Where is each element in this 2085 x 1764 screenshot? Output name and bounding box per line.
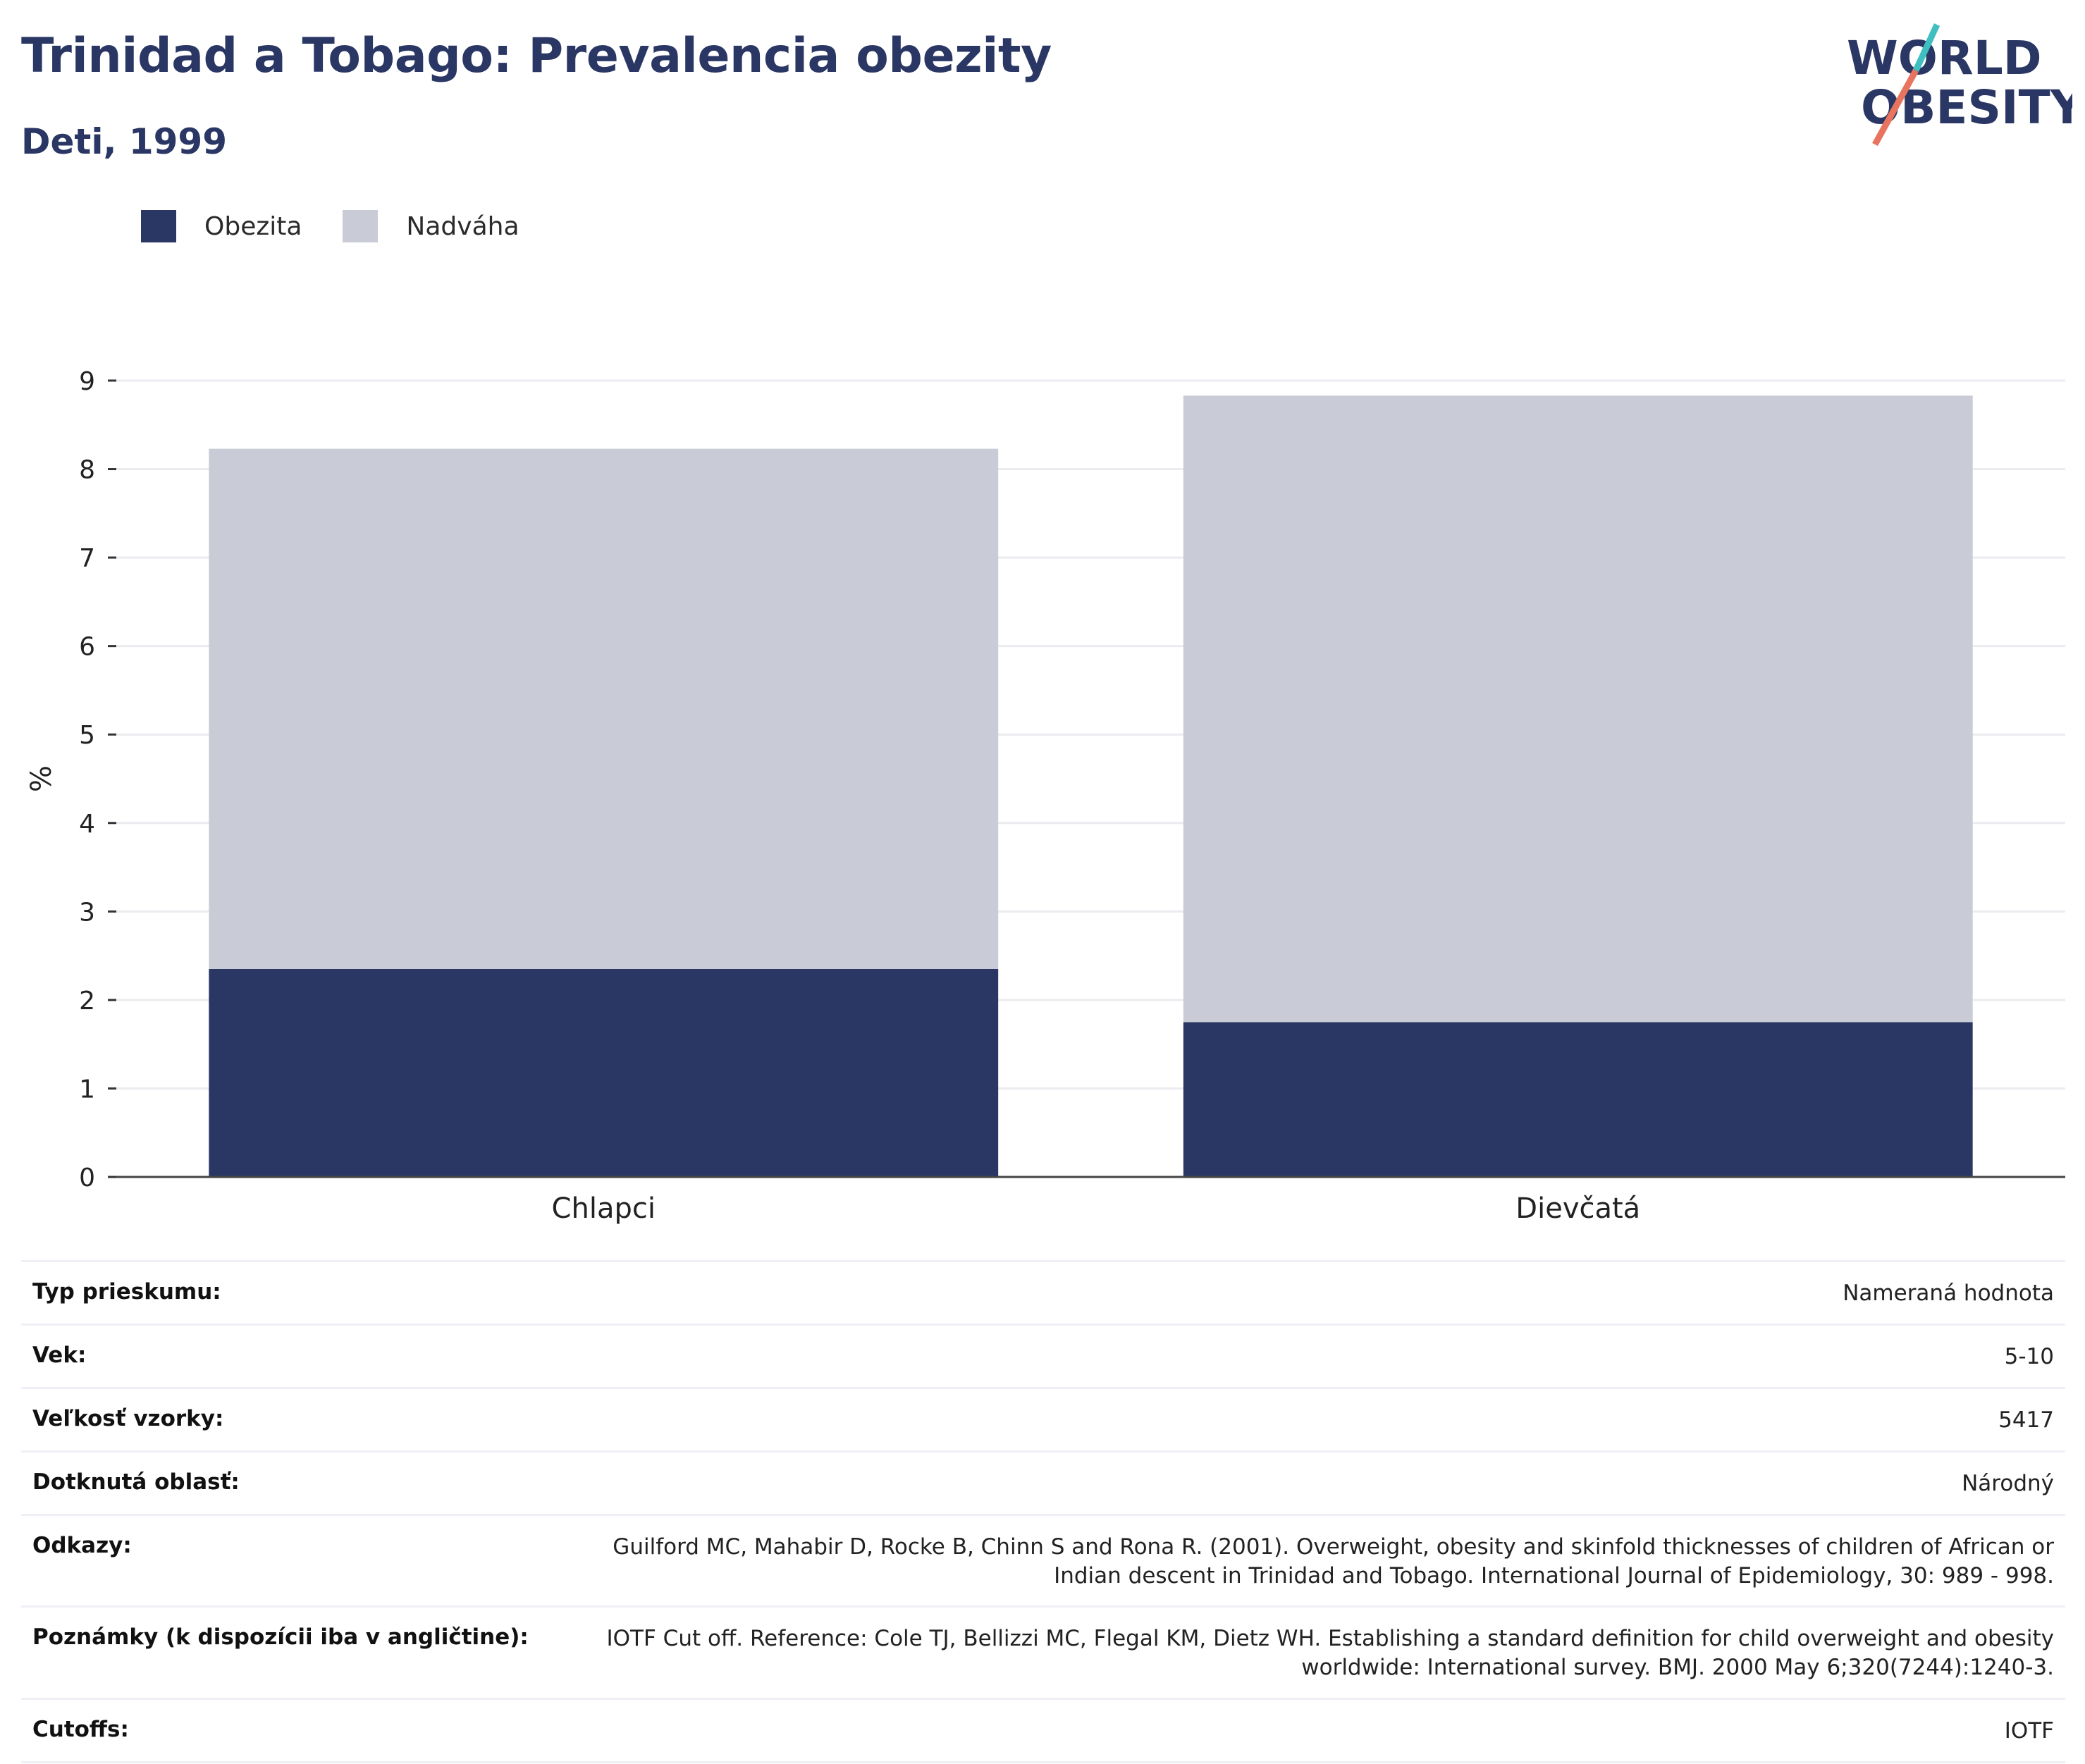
meta-label: Odkazy: xyxy=(32,1532,132,1558)
meta-value: IOTF Cut off. Reference: Cole TJ, Belliz… xyxy=(606,1626,2054,1681)
bar-overweight-1 xyxy=(1183,395,1973,1023)
legend-item-overweight[interactable]: Nadváha xyxy=(343,210,519,242)
meta-row: Typ prieskumu: Nameraná hodnota xyxy=(21,1260,2065,1324)
y-tick-label: 5 xyxy=(79,721,95,750)
legend-item-obesity[interactable]: Obezita xyxy=(141,210,302,242)
meta-row: Dotknutá oblasť: Národný xyxy=(21,1450,2065,1514)
meta-label: Typ prieskumu: xyxy=(32,1279,221,1305)
meta-label: Veľkosť vzorky: xyxy=(32,1405,224,1431)
meta-value: 5-10 xyxy=(2004,1343,2054,1369)
survey-details-table: Typ prieskumu: Nameraná hodnota Vek: 5-10 Ve… xyxy=(21,1260,2065,1764)
chart-title: Trinidad a Tobago: Prevalencia obezity xyxy=(21,28,1052,84)
bar-obesity-1 xyxy=(1183,1022,1973,1177)
y-tick-label: 6 xyxy=(79,633,95,662)
meta-value: Národný xyxy=(1962,1470,2054,1496)
chart-legend: Obezita Nadváha xyxy=(141,210,560,242)
y-tick-label: 8 xyxy=(79,456,95,485)
meta-row: Veľkosť vzorky: 5417 xyxy=(21,1386,2065,1450)
y-tick-label: 7 xyxy=(79,544,95,573)
x-tick-label: Dievčatá xyxy=(1515,1192,1640,1225)
meta-row: Vek: 5-10 xyxy=(21,1323,2065,1387)
meta-row: Cutoffs: IOTF xyxy=(21,1698,2065,1764)
y-tick-label: 3 xyxy=(79,898,95,927)
meta-value: Nameraná hodnota xyxy=(1843,1281,2054,1306)
meta-value: 5417 xyxy=(1998,1407,2054,1433)
logo-word-1: WORLD xyxy=(1847,31,2042,85)
meta-label: Poznámky (k dispozícii iba v angličtine)… xyxy=(32,1624,529,1651)
meta-label: Dotknutá oblasť: xyxy=(32,1469,240,1495)
meta-row: Poznámky (k dispozícii iba v angličtine)… xyxy=(21,1605,2065,1698)
meta-row: Odkazy: Guilford MC, Mahabir D, Rocke B, … xyxy=(21,1513,2065,1606)
x-tick-label: Chlapci xyxy=(552,1192,656,1225)
y-tick-label: 9 xyxy=(79,367,95,396)
meta-label: Vek: xyxy=(32,1342,87,1368)
y-tick-label: 2 xyxy=(79,987,95,1016)
logo-slash-coral xyxy=(1872,68,1919,147)
bar-chart: 0 1 2 3 4 5 6 7 8 9% Chlapci Dievčatá xyxy=(25,367,2065,1225)
chart-subtitle: Deti, 1999 xyxy=(21,121,228,162)
meta-label: Cutoffs: xyxy=(32,1717,129,1743)
legend-label-obesity: Obezita xyxy=(204,211,302,241)
legend-swatch-obesity xyxy=(141,210,176,242)
y-tick-label: 0 xyxy=(79,1164,95,1192)
y-tick-label: 4 xyxy=(79,810,95,839)
meta-value: IOTF xyxy=(2004,1718,2054,1744)
bar-obesity-0 xyxy=(209,968,999,1177)
legend-swatch-overweight xyxy=(343,210,379,242)
world-obesity-logo: WORLD OBESITY xyxy=(1847,23,2072,147)
y-axis-label: % xyxy=(25,765,58,792)
legend-label-overweight: Nadváha xyxy=(406,211,519,241)
y-tick-label: 1 xyxy=(79,1075,95,1104)
bar-overweight-0 xyxy=(209,448,999,969)
meta-value: Guilford MC, Mahabir D, Rocke B, Chinn S… xyxy=(613,1534,2054,1589)
logo-slash-teal xyxy=(1912,23,1941,72)
